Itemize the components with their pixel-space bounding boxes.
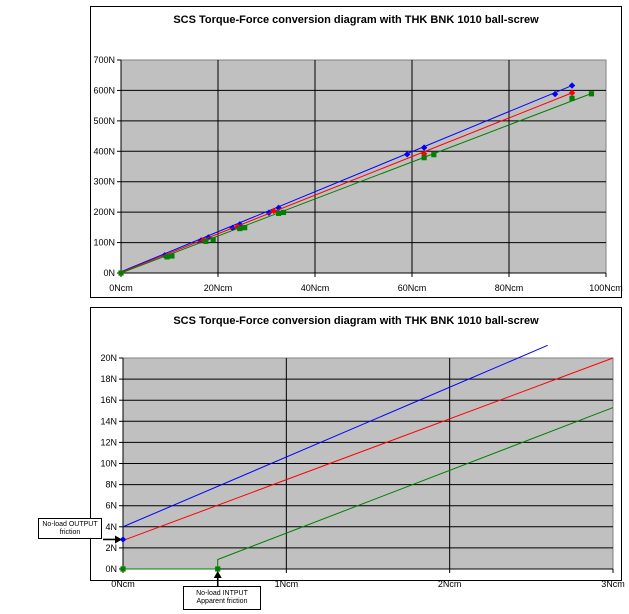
bottom-marker-point [119,536,127,543]
top-series-0-point [420,144,428,151]
top-x-tick-label: 0Ncm [109,283,133,293]
top-series-2-point [276,210,282,216]
input-friction-arrow-head [213,571,222,578]
top-series-2-point [210,237,216,243]
bottom-series-2-line [123,407,614,570]
top-series-1-trendline [120,92,573,273]
top-series-2-point [164,254,170,260]
top-y-tick-label: 300N [93,177,115,187]
output-friction-callout: No-load OUTPUT friction [38,518,102,539]
top-series-2-point [431,152,437,158]
bottom-y-tick-label: 4N [105,522,117,532]
output-friction-label-line1: No-load OUTPUT [42,521,98,528]
output-friction-label-line2: friction [59,529,81,536]
top-series-2-point [203,238,209,244]
top-series-1-point [270,207,277,215]
top-y-tick-label: 500N [93,116,115,126]
bottom-y-tick-label: 10N [100,459,117,469]
bottom-series-1-line [122,357,614,541]
bottom-y-tick-label: 18N [100,374,117,384]
bottom-y-tick-label: 16N [100,395,117,405]
top-series-0-point [403,151,411,158]
bottom-marker-point [120,566,126,572]
chart-top-title: SCS Torque-Force conversion diagram with… [173,14,539,26]
input-friction-callout: No-load INTPUT Apparent friction [183,586,261,610]
top-x-tick-label: 100Ncm [589,283,623,293]
bottom-x-tick-label: 1Ncm [275,579,299,589]
top-y-tick-label: 200N [93,207,115,217]
top-series-2-point [237,225,243,232]
top-series-0-trendline [120,85,573,273]
top-y-tick-label: 600N [93,85,115,95]
bottom-y-tick-label: 8N [105,480,117,490]
top-y-tick-label: 700N [93,55,115,65]
top-series-0-point [551,90,559,98]
output-friction-arrow-head [115,535,122,544]
top-y-tick-label: 100N [93,238,115,248]
top-series-2-point [569,95,575,101]
top-series-0-point [568,82,576,89]
bottom-x-tick-label: 0Ncm [111,579,135,589]
input-friction-label-line2: Apparent friction [196,598,248,605]
top-series-2-trendline [120,93,592,274]
bottom-x-tick-label: 2Ncm [438,579,462,589]
bottom-y-tick-label: 6N [105,501,117,511]
top-y-tick-label: 0N [103,268,115,278]
top-x-tick-label: 80Ncm [495,283,524,293]
chart-bottom-title: SCS Torque-Force conversion diagram with… [173,315,539,327]
bottom-y-tick-label: 12N [100,437,117,447]
top-x-tick-label: 20Ncm [204,283,233,293]
input-friction-label-line1: No-load INTPUT [196,590,248,597]
top-series-2-point [169,253,175,259]
top-y-tick-label: 400N [93,146,115,156]
top-series-2-point [118,270,124,276]
bottom-marker-point [215,566,221,572]
top-series-2-point [280,209,287,216]
bottom-y-tick-label: 2N [105,543,117,553]
bottom-series-0-line [122,344,548,528]
top-plot-area [120,59,607,274]
top-x-tick-label: 60Ncm [398,283,427,293]
top-series-1-point [568,89,576,97]
bottom-y-tick-label: 0N [105,564,117,574]
bottom-x-tick-label: 3Ncm [601,579,625,589]
bottom-y-tick-label: 14N [100,416,117,426]
top-series-2-point [588,91,595,97]
top-x-tick-label: 40Ncm [301,283,330,293]
top-series-2-point [421,155,427,161]
bottom-y-tick-label: 20N [100,353,117,363]
top-series-1-point [420,150,428,157]
top-series-2-point [242,225,248,231]
